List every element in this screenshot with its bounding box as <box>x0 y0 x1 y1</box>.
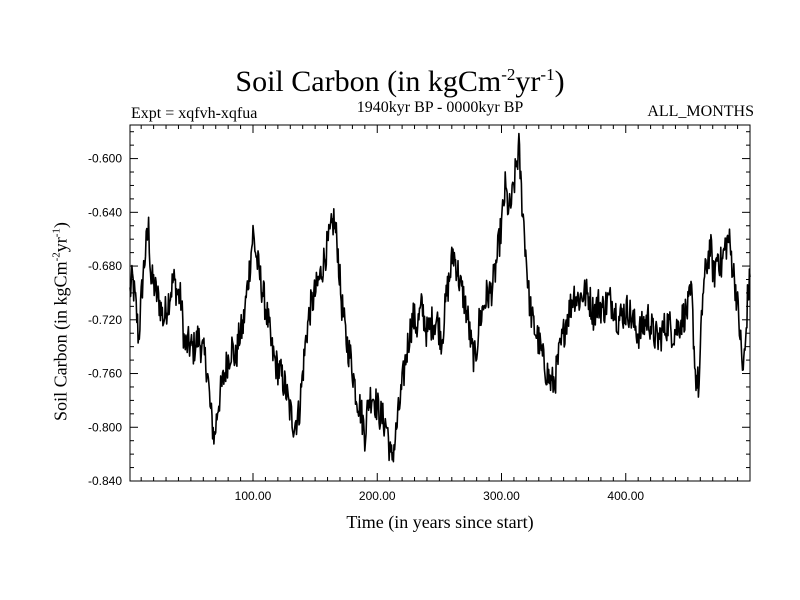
series-line <box>129 132 751 463</box>
x-axis-label: Time (in years since start) <box>346 512 534 532</box>
y-tick-label: -0.600 <box>88 152 122 166</box>
chart-title: Soil Carbon (in kgCm-2yr-1) <box>235 65 565 98</box>
months-label: ALL_MONTHS <box>647 103 754 120</box>
experiment-label: Expt = xqfvh-xqfua <box>131 105 258 122</box>
x-tick-label: 300.00 <box>483 489 520 503</box>
y-tick-label: -0.760 <box>88 367 122 381</box>
x-tick-label: 400.00 <box>607 489 644 503</box>
x-tick-label: 200.00 <box>359 489 396 503</box>
plot-frame <box>129 124 751 482</box>
axis-ticks <box>130 125 750 482</box>
series-group <box>129 132 751 463</box>
y-tick-label: -0.840 <box>88 474 122 488</box>
y-tick-label: -0.680 <box>88 259 122 273</box>
x-tick-label: 100.00 <box>235 489 272 503</box>
y-axis-label: Soil Carbon (in kgCm-2yr-1) <box>50 222 71 421</box>
y-tick-label: -0.720 <box>88 313 122 327</box>
chart-subtitle: 1940kyr BP - 0000kyr BP <box>356 99 524 116</box>
y-tick-label: -0.800 <box>88 420 122 434</box>
y-tick-label: -0.640 <box>88 205 122 219</box>
axis-tick-labels: 100.00 200.00 300.00 400.00 -0.840 -0.800 -0.7… <box>88 152 644 503</box>
